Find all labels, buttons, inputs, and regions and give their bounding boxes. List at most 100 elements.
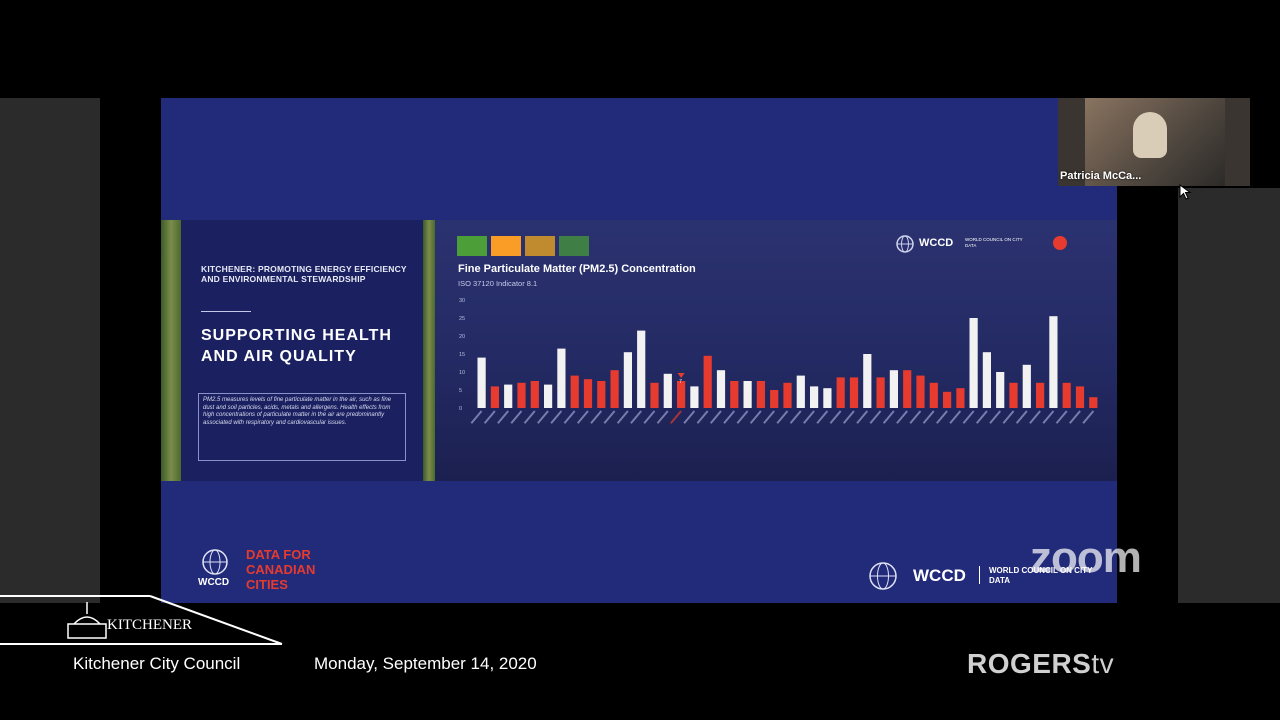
kitchener-lower-third [0,595,283,645]
chart-bar [823,388,832,408]
wccd-top-title: WORLD COUNCIL ON CITY DATA [965,237,1023,248]
participant-video-tile[interactable]: Patricia McCa... [1058,98,1250,186]
wccd-logo-footer: WCCD WORLD COUNCIL ON CITY DATA [867,560,1107,592]
slide-text-panel: KITCHENER: PROMOTING ENERGY EFFICIENCY A… [181,220,423,481]
tree-photo-middle [423,220,435,481]
slide-description: PM2.5 measures levels of fine particulat… [198,393,406,461]
category-label [603,410,616,424]
category-label [842,410,855,424]
category-label [856,410,869,424]
chart-bar [889,370,898,408]
pm25-bar-chart: 0 5 10 15 20 25 30 7 [459,298,1098,424]
chart-bar [663,373,672,408]
category-label [922,410,935,424]
category-label [1055,410,1068,424]
category-label [537,410,549,424]
category-label [789,410,802,424]
chart-bar [956,388,965,408]
participant-avatar [1133,112,1167,158]
category-label [510,410,523,424]
category-label [656,410,669,424]
rogers-tv-suffix: tv [1091,648,1115,679]
footer-right-brand: WCCD [913,566,966,585]
y-tick-label: 0 [459,406,462,412]
chart-bar [517,382,526,408]
data-for-canadian-cities-logo: WCCD DATA FOR CANADIAN CITIES [198,547,338,592]
chart-bar [783,382,792,408]
y-tick-label: 10 [459,370,465,376]
chart-bar [570,375,579,408]
globe-icon [202,549,228,575]
category-label [816,410,829,424]
chart-bar [943,391,952,408]
chart-bar [650,382,659,408]
chart-bar [929,382,938,408]
chart-bar [1075,386,1085,408]
chart-bar [982,352,991,408]
chart-bar [1089,397,1098,408]
chart-bar [916,375,925,408]
chart-bar [1009,382,1018,408]
category-label [1029,410,1041,424]
category-label [1002,410,1015,424]
category-label [936,410,948,424]
category-label [1042,410,1055,424]
council-name: Kitchener City Council [73,654,241,673]
category-label [896,410,908,424]
wccd-logo-top: WCCD WORLD COUNCIL ON CITY DATA [895,234,1095,254]
right-side-panel [1178,188,1280,603]
chart-bar [610,370,619,408]
city-hall-icon [67,602,107,639]
category-label [829,410,842,424]
sdg-13-icon [559,236,589,256]
highlight-marker-label: 7 [679,379,682,385]
wccd-top-brand: WCCD [919,237,954,249]
category-label [683,410,696,424]
left-side-panel [0,98,100,603]
category-label [949,410,962,424]
category-label [630,410,642,424]
chart-bar [530,381,539,408]
meeting-date: Monday, September 14, 2020 [314,654,537,673]
category-label [497,410,509,424]
category-label [670,410,682,424]
tree-photo-left [161,220,181,481]
chart-bar [623,352,632,408]
zoom-watermark: zoom [1030,533,1142,582]
category-label [470,410,483,424]
chart-bar [743,381,752,408]
category-label [590,410,603,424]
globe-icon [896,235,914,253]
category-label [882,410,895,424]
category-label [709,410,722,424]
chart-subtitle: ISO 37120 Indicator 8.1 [458,279,538,288]
chart-bar [1022,364,1031,408]
chart-bar [557,348,566,408]
globe-icon [869,562,897,590]
category-label [763,410,775,424]
chart-bar [810,386,819,408]
chart-bar [1062,382,1071,408]
chart-panel: WCCD WORLD COUNCIL ON CITY DATA Fine Par… [435,220,1117,481]
category-label [776,410,789,424]
footer-left-title: DATA FOR CANADIAN CITIES [246,547,316,592]
chart-title: Fine Particulate Matter (PM2.5) Concentr… [458,263,696,275]
highlight-marker-icon [677,373,685,378]
category-label [696,410,709,424]
category-label [576,410,589,424]
chart-bar [544,384,553,408]
chart-bar [504,384,513,408]
chart-bar [876,377,885,408]
chart-bar [796,375,805,408]
chart-bar [677,381,686,408]
category-label [1082,410,1095,424]
slide-kicker: KITCHENER: PROMOTING ENERGY EFFICIENCY A… [201,264,407,284]
chart-bar [716,370,726,408]
category-label [1069,410,1081,424]
participant-name: Patricia McCa... [1060,170,1142,182]
chart-bar [477,357,486,408]
category-label [616,410,629,424]
category-label [909,410,922,424]
chart-bar [730,381,739,408]
rogers-wordmark: ROGERS [967,648,1092,679]
